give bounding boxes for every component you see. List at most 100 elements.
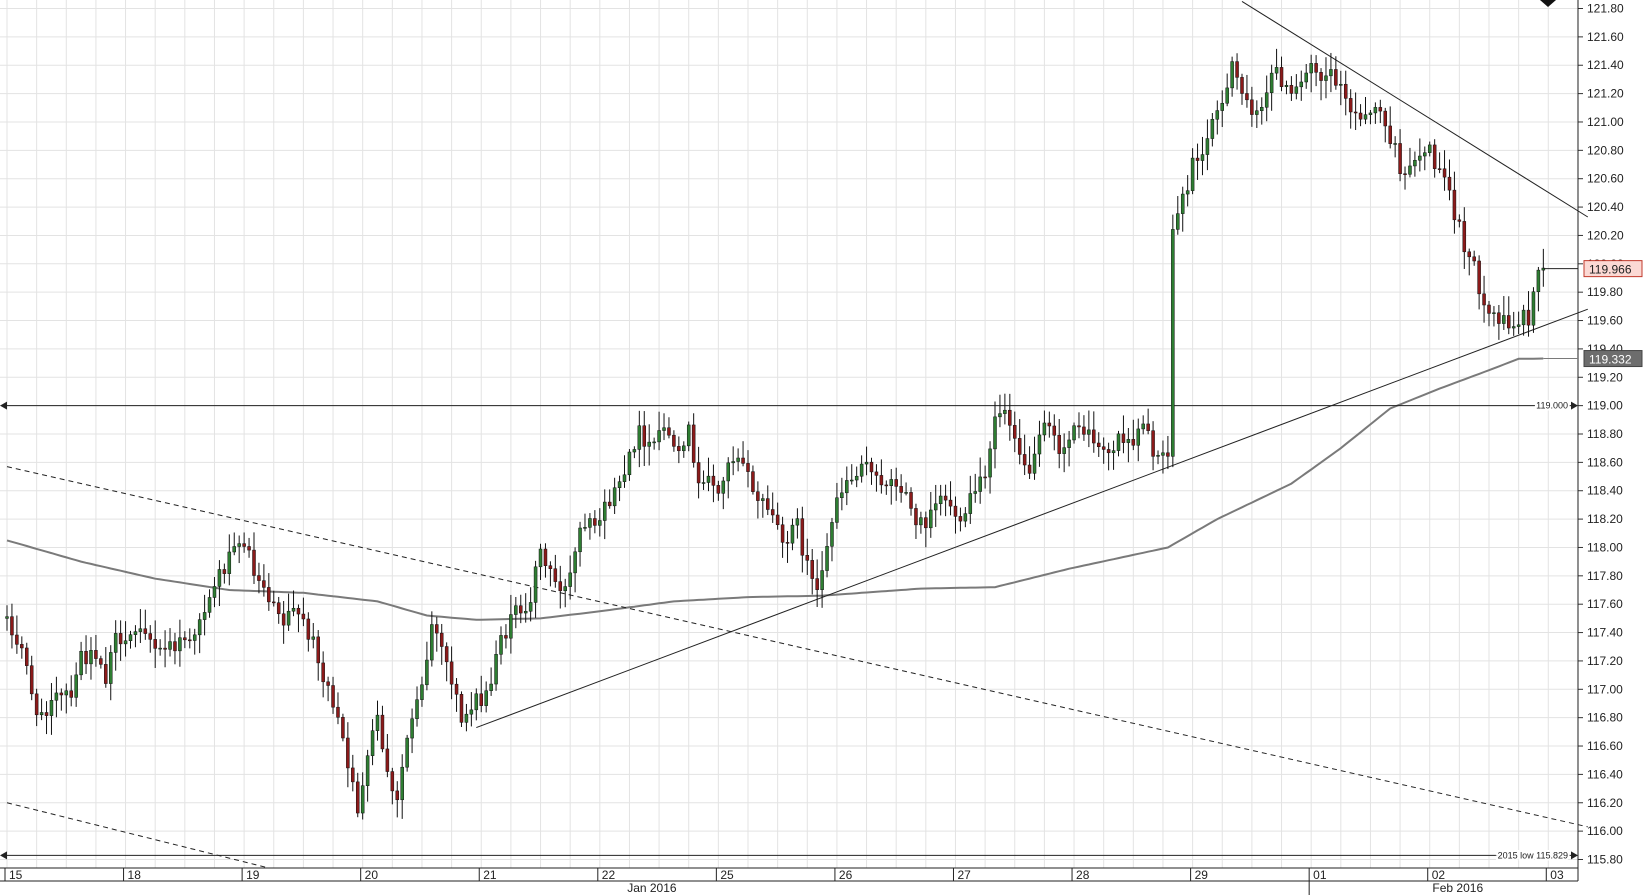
candle-bear — [1477, 260, 1481, 295]
candle-bull — [1037, 434, 1042, 455]
candle-bull — [790, 524, 795, 544]
candle-bear — [439, 632, 444, 647]
y-tick-label: 119.20 — [1587, 370, 1623, 384]
candle-bull — [212, 586, 217, 598]
moving-average-line — [6, 357, 1544, 621]
candle-bull — [410, 718, 414, 739]
candle-bull — [291, 607, 296, 612]
candle-bear — [153, 639, 157, 649]
candle-bull — [859, 463, 864, 477]
y-tick-label: 118.20 — [1587, 512, 1623, 526]
candle-bull — [474, 693, 479, 711]
candle-bear — [879, 475, 884, 486]
candle-bear — [118, 633, 123, 645]
candle-bear — [267, 587, 271, 603]
y-tick-label: 119.00 — [1587, 399, 1623, 413]
level-label: 2015 low 115.829 — [1498, 850, 1568, 860]
candle-bear — [272, 601, 276, 604]
candle-bear — [1027, 464, 1032, 474]
candle-bear — [1472, 256, 1476, 262]
candle-bull — [1536, 269, 1541, 292]
candle-bull — [731, 461, 735, 464]
candle-bear — [148, 633, 153, 640]
candle-bear — [306, 618, 311, 640]
candle-bull — [1200, 154, 1205, 161]
y-tick-label: 116.20 — [1587, 796, 1623, 810]
candle-bull — [192, 634, 197, 641]
y-tick-label: 118.80 — [1587, 427, 1623, 441]
candle-bull — [425, 659, 429, 686]
candle-bull — [602, 501, 607, 521]
candle-bear — [785, 542, 790, 544]
candle-bear — [1146, 423, 1150, 431]
candle-bull — [1042, 422, 1047, 436]
candle-bull — [1299, 81, 1304, 88]
candle-bear — [1447, 176, 1452, 191]
candle-bull — [973, 491, 977, 494]
candle-bull — [311, 636, 316, 640]
candle-bear — [1487, 304, 1491, 314]
scroll-marker-icon[interactable] — [1540, 0, 1556, 7]
candle-bull — [1373, 107, 1378, 114]
candle-bear — [958, 516, 963, 522]
candle-bear — [449, 661, 454, 685]
x-day-label: 29 — [1195, 868, 1209, 882]
candle-bear — [519, 605, 523, 614]
candle-bull — [1003, 409, 1007, 414]
candle-bull — [168, 641, 172, 650]
candle-bear — [1240, 77, 1244, 94]
candle-bull — [820, 570, 824, 590]
candle-bull — [405, 737, 409, 768]
candle-bear — [1353, 111, 1358, 114]
candle-bull — [568, 572, 572, 587]
candle-bull — [533, 566, 538, 603]
candle-bear — [84, 650, 88, 665]
current-price-tag — [1583, 260, 1643, 278]
candle-bear — [454, 683, 459, 695]
candle-bear — [899, 486, 903, 493]
candle-bear — [593, 518, 597, 526]
candle-bear — [1195, 157, 1200, 161]
candle-bull — [632, 449, 637, 453]
candle-bear — [983, 476, 987, 479]
candle-bull — [202, 612, 207, 620]
candle-bull — [1032, 453, 1037, 474]
y-tick-label: 118.40 — [1587, 484, 1623, 498]
candle-bear — [780, 524, 785, 543]
candle-bull — [494, 654, 498, 685]
candle-bear — [301, 613, 306, 620]
candle-bull — [1492, 312, 1496, 315]
candle-bear — [1507, 315, 1511, 329]
candle-bull — [849, 479, 854, 482]
candle-bull — [978, 476, 982, 492]
candle-bear — [1013, 425, 1017, 439]
candle-bull — [657, 430, 661, 443]
candle-bear — [459, 694, 464, 723]
y-tick-label: 116.80 — [1587, 711, 1623, 725]
y-tick-label: 121.60 — [1587, 30, 1624, 44]
level-label: 119.000 — [1536, 401, 1568, 411]
candle-bull — [998, 413, 1002, 418]
candle-bear — [20, 644, 24, 649]
candle-bear — [504, 635, 508, 639]
x-day-label: 19 — [246, 868, 260, 882]
candle-bull — [1531, 291, 1536, 326]
candle-bull — [825, 546, 829, 571]
candle-bull — [1339, 83, 1343, 86]
candle-bull — [49, 700, 54, 716]
candle-bull — [128, 634, 133, 641]
candle-bull — [993, 416, 997, 450]
candle-bull — [1225, 87, 1229, 104]
candle-bear — [1462, 221, 1467, 253]
candle-bear — [805, 555, 810, 561]
candle-bull — [933, 503, 938, 511]
candle-bear — [874, 471, 879, 476]
candle-bear — [1047, 422, 1052, 427]
candle-bear — [188, 639, 192, 642]
candle-bull — [178, 637, 182, 652]
candle-bull — [514, 605, 518, 615]
candle-bear — [94, 650, 98, 659]
candle-bear — [914, 508, 918, 526]
candle-bear — [716, 485, 721, 494]
candle-bull — [1185, 190, 1190, 195]
